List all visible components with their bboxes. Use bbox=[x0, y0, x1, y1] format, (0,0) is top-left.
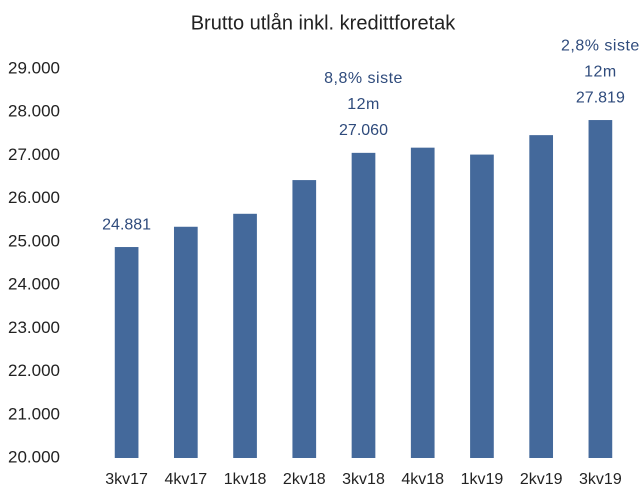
y-tick-label: 24.000 bbox=[8, 275, 60, 294]
bar bbox=[351, 152, 376, 458]
bar bbox=[233, 213, 257, 458]
bar bbox=[292, 180, 317, 458]
annotation: 2,8% siste bbox=[561, 37, 640, 54]
x-tick-label: 3kv18 bbox=[342, 471, 385, 488]
y-tick-label: 25.000 bbox=[8, 231, 60, 250]
data-label: 27.060 bbox=[339, 122, 388, 139]
x-tick-label: 3kv19 bbox=[579, 471, 622, 488]
bar bbox=[114, 247, 139, 458]
annotation: 8,8% siste bbox=[324, 70, 403, 87]
y-tick-label: 28.000 bbox=[8, 102, 60, 121]
data-label: 27.819 bbox=[576, 89, 625, 106]
x-tick-label: 4kv18 bbox=[401, 471, 444, 488]
chart-title: Brutto utlån inkl. kredittforetak bbox=[191, 12, 457, 34]
data-label: 24.881 bbox=[102, 216, 151, 233]
bar bbox=[529, 135, 554, 458]
x-tick-label: 2kv18 bbox=[283, 471, 326, 488]
y-tick-label: 27.000 bbox=[8, 145, 60, 164]
bar bbox=[410, 147, 435, 459]
x-tick-label: 4kv17 bbox=[164, 471, 207, 488]
bar bbox=[588, 120, 613, 458]
y-tick-label: 22.000 bbox=[8, 361, 60, 380]
y-tick-label: 29.000 bbox=[8, 58, 60, 77]
x-tick-label: 1kv19 bbox=[461, 471, 504, 488]
bar bbox=[173, 226, 198, 458]
y-tick-label: 26.000 bbox=[8, 188, 60, 207]
y-tick-label: 21.000 bbox=[8, 404, 60, 423]
bar bbox=[470, 154, 494, 458]
x-tick-label: 2kv19 bbox=[520, 471, 563, 488]
annotation: 12m bbox=[584, 63, 617, 80]
y-tick-label: 20.000 bbox=[8, 447, 60, 466]
x-tick-label: 3kv17 bbox=[105, 471, 148, 488]
x-tick-label: 1kv18 bbox=[224, 471, 267, 488]
annotation: 12m bbox=[347, 96, 380, 113]
y-tick-label: 23.000 bbox=[8, 318, 60, 337]
